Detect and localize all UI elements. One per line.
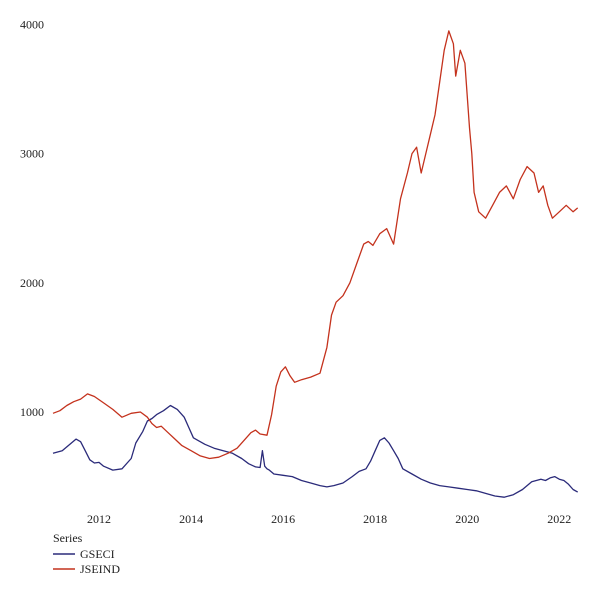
legend: Series GSECI JSEIND [53,531,120,576]
y-tick-label-4000: 4000 [20,17,44,31]
x-axis-tick-labels: 2012 2014 2016 2018 2020 2022 [87,512,571,526]
x-tick-label-2012: 2012 [87,512,111,526]
series-line-jseind [52,30,579,460]
x-tick-label-2016: 2016 [271,512,295,526]
y-axis-tick-labels: 1000 2000 3000 4000 [20,17,44,419]
legend-label-jseind: JSEIND [80,562,120,576]
series-lines [52,30,579,498]
x-tick-label-2020: 2020 [455,512,479,526]
y-tick-label-2000: 2000 [20,276,44,290]
x-tick-label-2014: 2014 [179,512,203,526]
legend-label-gsec: GSECI [80,547,115,561]
legend-title: Series [53,531,83,545]
y-tick-label-3000: 3000 [20,147,44,161]
x-tick-label-2022: 2022 [547,512,571,526]
series-line-gseci [52,404,579,498]
y-tick-label-1000: 1000 [20,405,44,419]
x-tick-label-2018: 2018 [363,512,387,526]
